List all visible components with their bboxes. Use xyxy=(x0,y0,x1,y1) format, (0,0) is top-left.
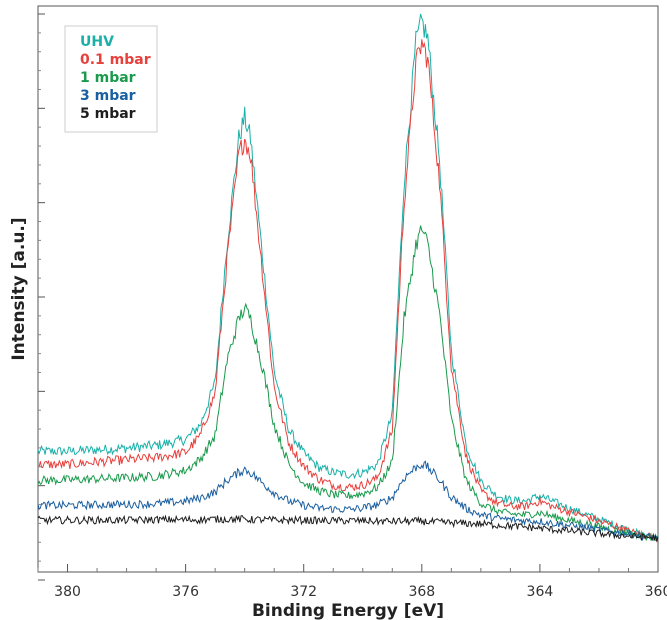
x-tick-label-380: 380 xyxy=(54,584,81,600)
legend-entry-5-mbar: 5 mbar xyxy=(80,106,136,122)
series-line-3-mbar xyxy=(37,460,659,542)
legend-entry-3-mbar: 3 mbar xyxy=(80,88,136,104)
ticks-group: 380 376 372 368 364 360 xyxy=(37,13,667,600)
series-line-1-mbar xyxy=(37,225,659,542)
series-line-5-mbar xyxy=(37,514,659,542)
x-axis-title: Binding Energy [eV] xyxy=(252,601,444,620)
legend: UHV 0.1 mbar 1 mbar 3 mbar 5 mbar xyxy=(64,25,158,133)
series-line-0-1-mbar xyxy=(38,39,659,543)
legend-entry-uhv: UHV xyxy=(80,34,114,50)
legend-entry-1-mbar: 1 mbar xyxy=(80,70,136,86)
x-tick-label-376: 376 xyxy=(172,584,199,600)
series-group xyxy=(37,13,659,543)
x-tick-label-368: 368 xyxy=(408,584,435,600)
x-tick-label-372: 372 xyxy=(290,584,317,600)
x-tick-label-364: 364 xyxy=(527,584,554,600)
x-tick-label-360: 360 xyxy=(645,584,667,600)
legend-entry-0-1-mbar: 0.1 mbar xyxy=(80,52,151,68)
y-axis-title: Intensity [a.u.] xyxy=(9,217,29,360)
legend-box xyxy=(64,25,158,133)
series-line-uhv xyxy=(37,13,659,541)
